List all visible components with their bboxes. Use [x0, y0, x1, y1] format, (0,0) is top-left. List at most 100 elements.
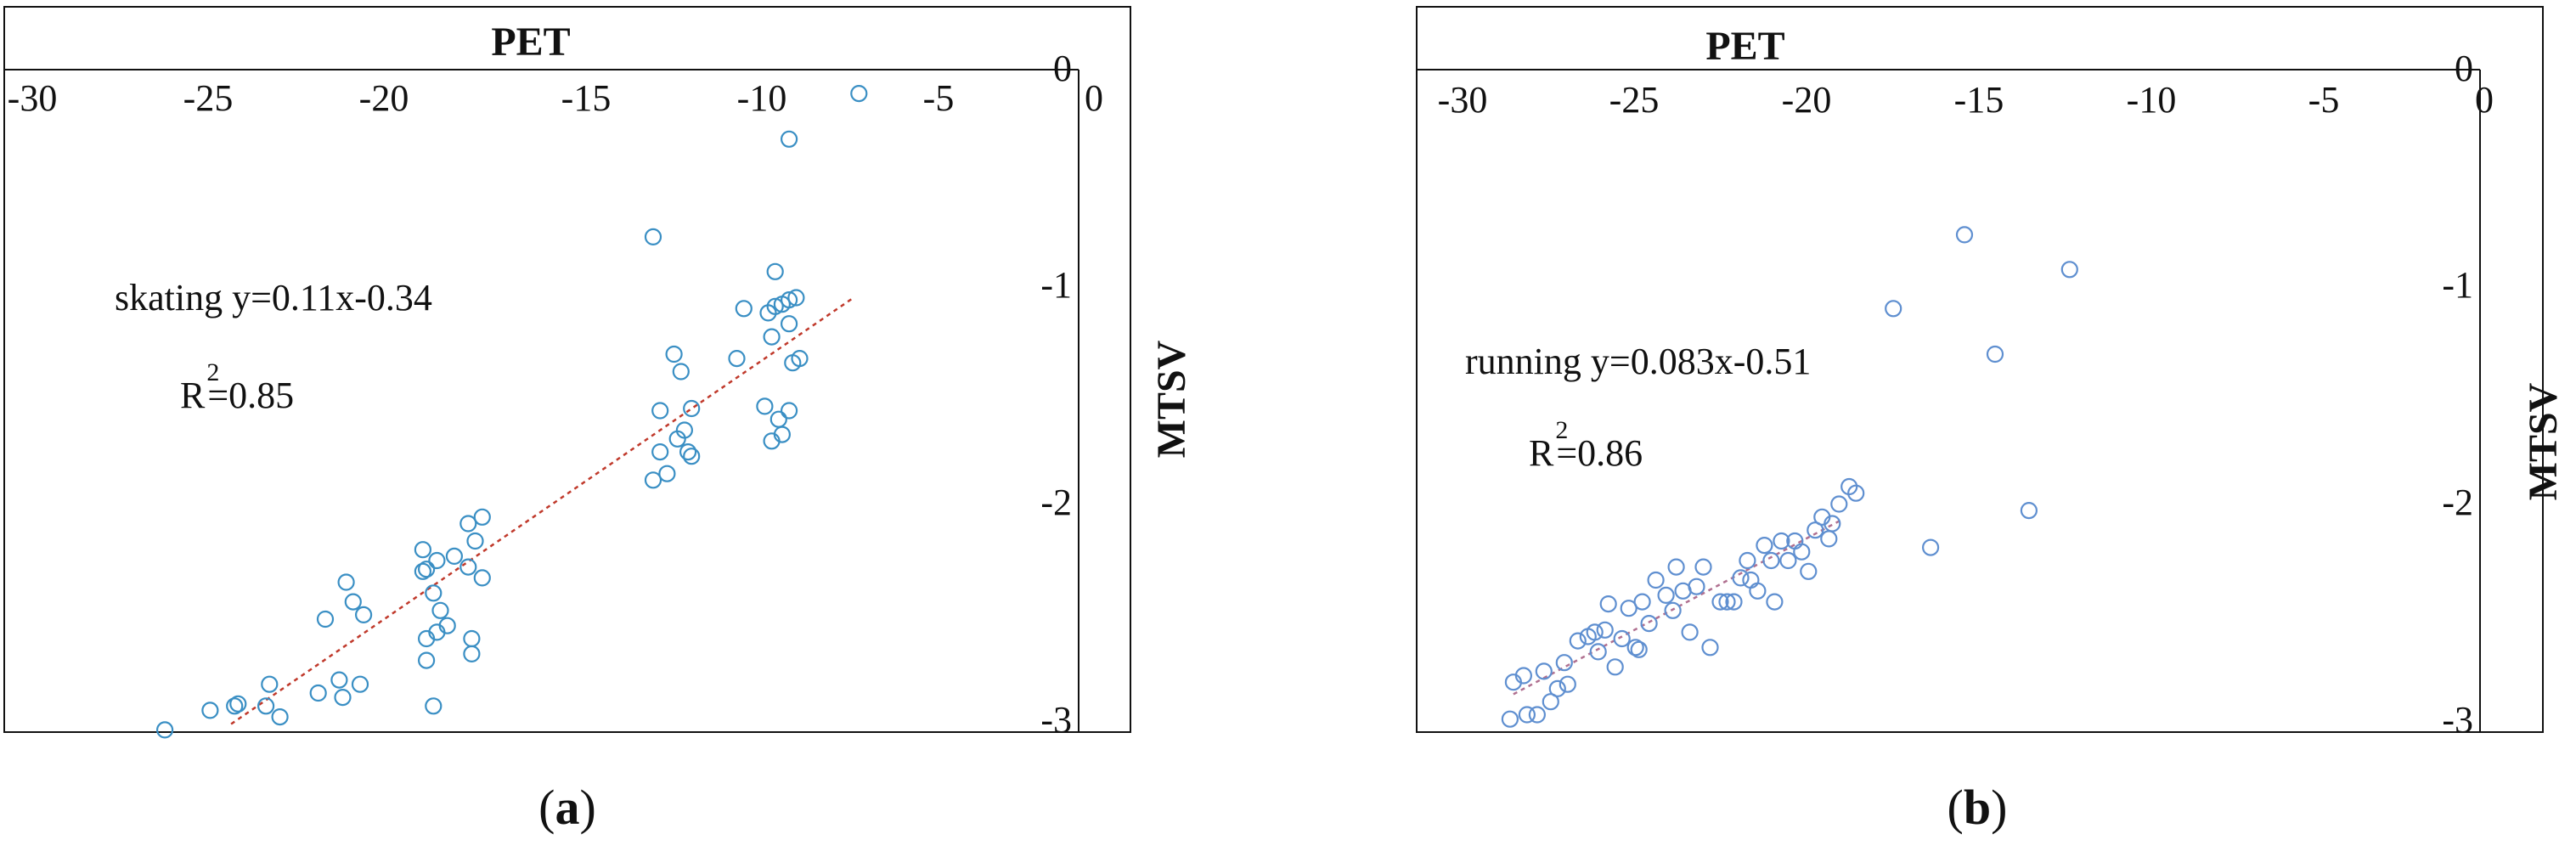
- panel-a-data-point: [201, 702, 219, 719]
- panel-b-data-point: [1922, 538, 1940, 556]
- panel-b-equation: running y=0.083x-0.51: [1465, 341, 1811, 382]
- panel-b-data-point: [1779, 551, 1797, 570]
- panel-b-data-point: [1701, 639, 1719, 657]
- panel-b-data-point: [1830, 495, 1848, 513]
- panel-a-points: [156, 84, 868, 739]
- panel-b-data-point: [1681, 623, 1699, 641]
- panel-a-data-point: [316, 610, 335, 628]
- panel-b-data-point: [1820, 530, 1838, 548]
- panel-b-data-point: [1793, 543, 1811, 561]
- panel-a-y-tick: -3: [1040, 699, 1072, 741]
- panel-b-x-tick: 0: [2475, 79, 2494, 121]
- panel-b-data-point: [1633, 593, 1651, 611]
- panel-a-data-point: [773, 426, 792, 443]
- panel-a-data-point: [466, 532, 484, 550]
- panel-a-data-point: [344, 593, 362, 611]
- panel-a-data-point: [672, 363, 690, 380]
- panel-b-data-point: [1501, 710, 1519, 728]
- panel-b-caption-open: (: [1948, 780, 1964, 835]
- panel-b-data-point: [2060, 261, 2078, 279]
- panel-a-data-point: [780, 315, 798, 333]
- panel-a-caption: (a): [538, 780, 596, 835]
- panel-a-x-tick: -30: [8, 77, 58, 119]
- panel-b-data-point: [1640, 614, 1658, 633]
- panel-a-x-tick: -15: [561, 77, 612, 119]
- panel-a-data-point: [766, 262, 784, 280]
- panel-b-data-point: [1756, 536, 1773, 555]
- panel-a-data-point: [675, 421, 694, 439]
- panel-a-frame: [3, 6, 1131, 733]
- panel-b-trend-line: [1513, 518, 1843, 696]
- panel-a-data-point: [463, 629, 481, 648]
- panel-b-data-point: [1548, 679, 1566, 698]
- panel-b-data-point: [1667, 558, 1685, 576]
- panel-a-y-axis-title: MTSV: [1149, 340, 1194, 458]
- panel-a-data-point: [229, 695, 247, 713]
- panel-a-caption-open: (: [538, 780, 555, 835]
- panel-a-data-point: [644, 471, 662, 489]
- panel-b-x-tick: -15: [1954, 79, 2004, 121]
- panel-a-data-point: [271, 707, 289, 726]
- panel-b-x-tick: -10: [2127, 79, 2177, 121]
- panel-b-y-tick: -1: [2442, 264, 2473, 306]
- panel-b-x-tick: -20: [1782, 79, 1832, 121]
- panel-b-data-point: [1823, 515, 1841, 533]
- panel-a-data-point: [431, 601, 449, 619]
- panel-a-data-point: [355, 606, 373, 624]
- panel-b-data-point: [1613, 629, 1631, 648]
- panel-a-data-point: [756, 397, 774, 415]
- panel-a-data-point: [309, 684, 327, 702]
- panel-b-frame: [1416, 6, 2544, 733]
- panel-b-data-point: [1514, 667, 1533, 685]
- panel-a-data-point: [644, 228, 662, 245]
- panel-a-caption-close: ): [580, 780, 596, 835]
- panel-a-data-point: [780, 291, 798, 309]
- panel-a-equation: skating y=0.11x-0.34: [115, 277, 432, 318]
- panel-a-y-tick: -1: [1040, 264, 1072, 306]
- panel-a-data-point: [766, 297, 784, 315]
- panel-a-caption-letter: a: [555, 780, 580, 835]
- panel-b-y-tick: -2: [2442, 482, 2473, 523]
- panel-a-data-point: [780, 130, 798, 148]
- panel-b-x-tick: -30: [1438, 79, 1488, 121]
- panel-a-data-point: [226, 697, 244, 715]
- panel-b-data-point: [1762, 551, 1780, 570]
- panel-a-data-point: [728, 350, 746, 368]
- panel-b-points: [1501, 226, 2078, 728]
- panel-a-data-point: [351, 675, 369, 693]
- panel-b-y-axis-title: MTSV: [2521, 382, 2566, 500]
- panel-a: PET MTSV -30 -25 -20 -15 -10 -5 0 -3 -2 …: [3, 6, 1194, 835]
- panel-a-data-point: [679, 442, 697, 461]
- panel-a-data-point: [418, 561, 436, 578]
- panel-a-data-point: [735, 300, 753, 318]
- panel-a-y-tick: -2: [1040, 482, 1072, 523]
- panel-b-data-point: [1586, 623, 1604, 641]
- panel-b-x-axis-title: PET: [1705, 24, 1784, 69]
- panel-a-x-ticks: -30 -25 -20 -15 -10 -5 0: [8, 77, 1103, 119]
- panel-b-data-point: [1596, 621, 1614, 639]
- panel-a-data-point: [763, 328, 781, 346]
- panel-b-data-point: [1657, 586, 1675, 605]
- panel-a-x-tick: 0: [1085, 77, 1103, 119]
- panel-b-y-tick: -3: [2442, 699, 2473, 741]
- panel-b-data-point: [1688, 578, 1705, 595]
- panel-b-data-point: [1739, 551, 1756, 570]
- panel-b-y-ticks: -3 -2 -1 0: [2442, 48, 2473, 741]
- panel-a-data-point: [791, 350, 809, 368]
- panel-a-data-point: [473, 508, 491, 526]
- panel-b: PET MTSV -30 -25 -20 -15 -10 -5 0 -3 -2 …: [1416, 6, 2566, 835]
- panel-a-data-point: [463, 645, 481, 663]
- panel-b-data-point: [1725, 593, 1743, 611]
- panel-a-x-tick: -10: [737, 77, 787, 119]
- panel-a-data-point: [425, 697, 442, 715]
- panel-b-data-point: [1664, 601, 1682, 619]
- panel-b-data-point: [1569, 632, 1587, 650]
- panel-b-r-superscript: 2: [1555, 416, 1568, 444]
- panel-a-data-point: [337, 573, 355, 591]
- panel-b-data-point: [1742, 571, 1760, 589]
- panel-b-data-point: [1542, 693, 1559, 711]
- panel-a-y-ticks: -3 -2 -1 0: [1040, 48, 1072, 741]
- panel-a-trend-line: [230, 297, 853, 725]
- panel-a-data-point: [658, 465, 676, 482]
- panel-a-data-point: [651, 402, 669, 420]
